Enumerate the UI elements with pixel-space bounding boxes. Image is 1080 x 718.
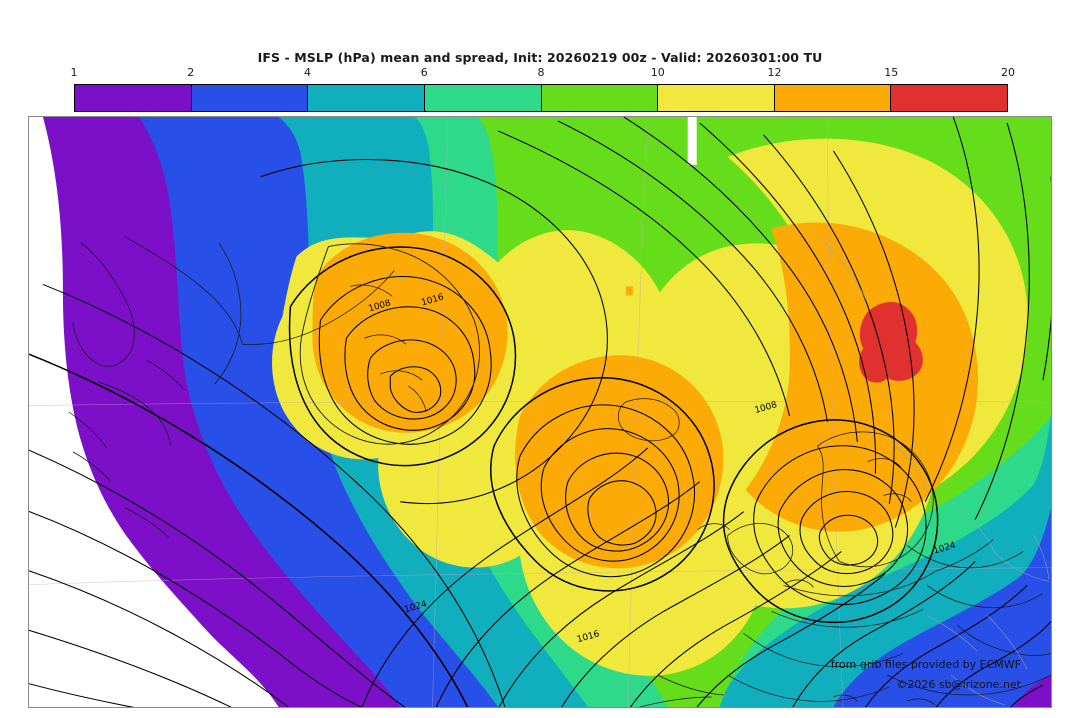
colorbar-segment-3 <box>308 85 425 111</box>
coastlines <box>68 236 1051 707</box>
colorbar-segments <box>74 84 1008 112</box>
colorbar-segment-7 <box>774 85 892 111</box>
map-top-notch <box>687 117 697 165</box>
colorbar-tick-8: 8 <box>537 66 545 79</box>
spread-band-15-20-peak <box>859 301 923 383</box>
colorbar-tick-6: 6 <box>420 66 428 79</box>
credit-copyright: ©2026 sb@irizone.net <box>896 678 1021 691</box>
spread-speck-orange <box>625 286 633 296</box>
colorbar-tick-10: 10 <box>650 66 665 79</box>
colorbar-tick-1: 1 <box>70 66 78 79</box>
colorbar-segment-2 <box>191 85 309 111</box>
mslp-contours <box>29 117 1051 707</box>
colorbar-segment-5 <box>541 85 659 111</box>
colorbar-tick-2: 2 <box>187 66 195 79</box>
colorbar-tick-12: 12 <box>767 66 782 79</box>
colorbar-tick-4: 4 <box>304 66 311 79</box>
colorbar-tick-15: 15 <box>884 66 899 79</box>
spread-band-east-blue <box>833 507 1051 707</box>
colorbar-segment-6 <box>658 85 775 111</box>
political-borders <box>819 236 1050 706</box>
colorbar-segment-8 <box>891 85 1007 111</box>
colorbar-tick-20: 20 <box>1001 66 1015 79</box>
credit-source: from grib files provided by ECMWF <box>830 658 1021 671</box>
colorbar <box>74 84 1008 112</box>
chart-title: IFS - MSLP (hPa) mean and spread, Init: … <box>257 50 823 65</box>
spread-band-12-15-atlantic <box>515 355 724 569</box>
colorbar-tick-labels: 1 2 4 6 8 10 12 15 20 <box>70 66 1016 80</box>
spread-band-12-15-greenland <box>312 232 508 433</box>
map-panel[interactable]: 1016 1008 1008 1024 1016 1024 from grib files… <box>28 116 1052 708</box>
colorbar-segment-4 <box>424 85 542 111</box>
colorbar-segment-1 <box>75 85 192 111</box>
